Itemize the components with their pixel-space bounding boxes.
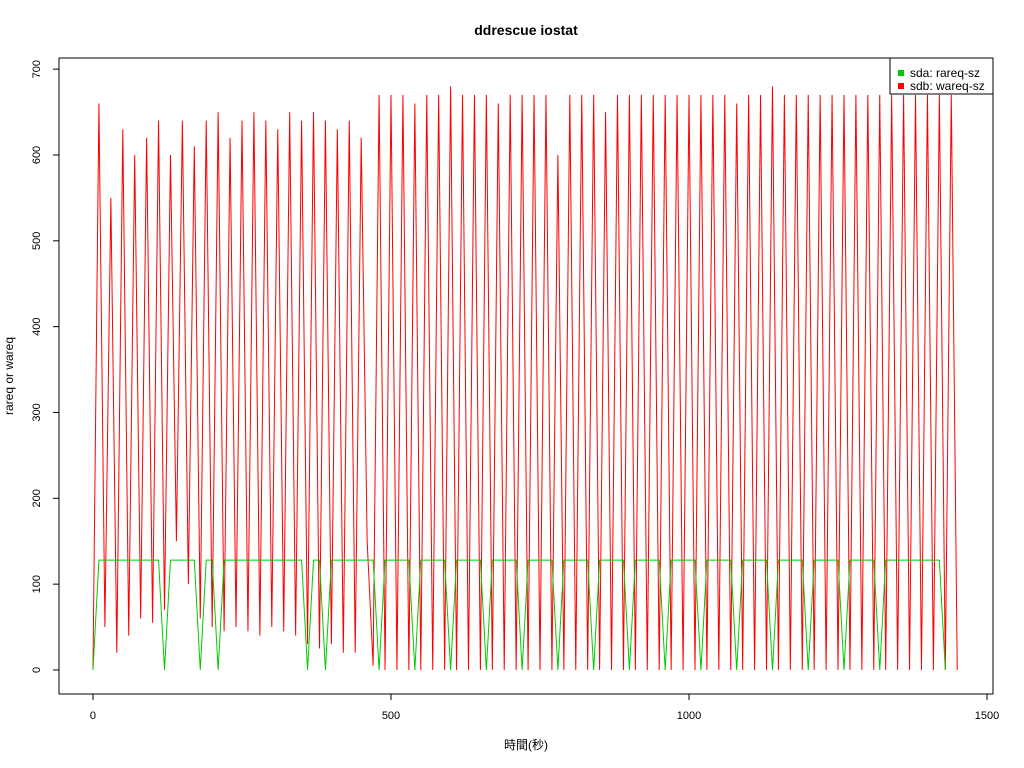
legend-swatch <box>898 83 904 89</box>
series-line <box>92 559 946 670</box>
x-tick-label: 1500 <box>975 710 999 722</box>
x-axis-label: 時間(秒) <box>504 738 548 752</box>
x-tick-label: 0 <box>90 710 96 722</box>
x-tick-label: 500 <box>382 710 400 722</box>
x-tick-label: 1000 <box>677 710 701 722</box>
y-tick-label: 700 <box>31 60 43 78</box>
chart-title: ddrescue iostat <box>474 22 578 38</box>
legend-swatch <box>898 70 904 76</box>
legend-label: sda: rareq-sz <box>910 66 980 80</box>
y-tick-label: 200 <box>31 489 43 507</box>
y-axis-label: rareq or wareq <box>2 337 16 415</box>
y-tick-label: 0 <box>31 667 43 673</box>
legend-box <box>889 57 994 95</box>
y-tick-label: 300 <box>31 403 43 421</box>
y-tick-label: 400 <box>31 317 43 335</box>
plot-frame <box>58 57 994 695</box>
y-tick-label: 100 <box>31 575 43 593</box>
y-tick-label: 600 <box>31 146 43 164</box>
legend-label: sdb: wareq-sz <box>910 79 985 93</box>
y-tick-label: 500 <box>31 232 43 250</box>
